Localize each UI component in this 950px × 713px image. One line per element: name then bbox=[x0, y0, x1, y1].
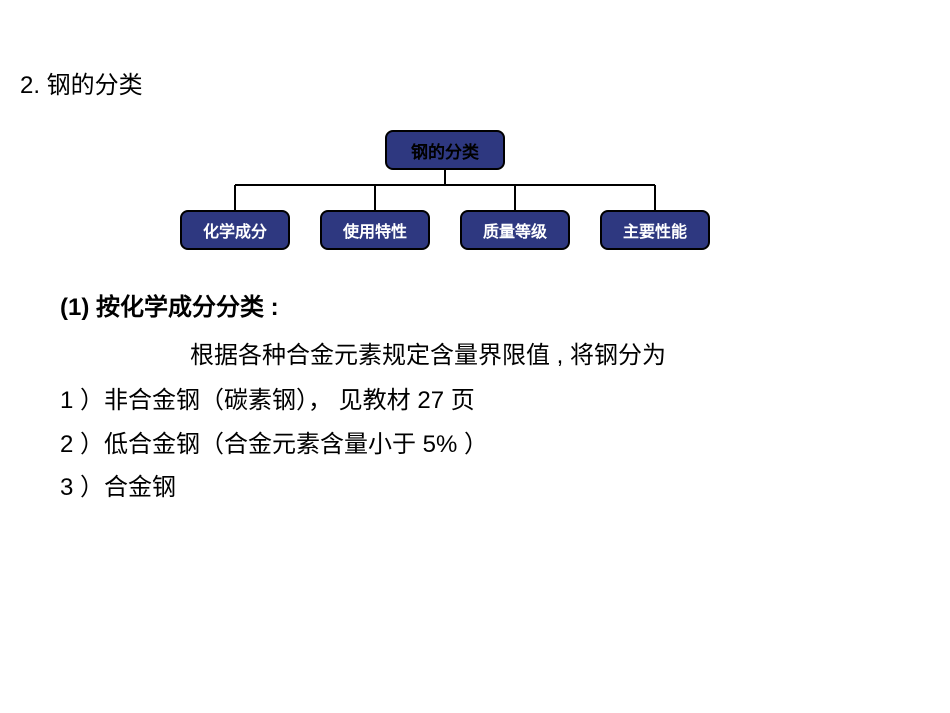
diagram-child-box: 使用特性 bbox=[320, 210, 430, 250]
section-intro: 根据各种合金元素规定含量界限值 , 将钢分为 bbox=[60, 336, 900, 376]
diagram-child-box: 质量等级 bbox=[460, 210, 570, 250]
diagram-parent-box: 钢的分类 bbox=[385, 130, 505, 170]
diagram-child-box: 主要性能 bbox=[600, 210, 710, 250]
section-subtitle: (1) 按化学成分分类 : bbox=[60, 288, 900, 328]
list-item: 2 ）低合金钢（合金元素含量小于 5% ） bbox=[60, 425, 900, 465]
list-item: 3 ）合金钢 bbox=[60, 468, 900, 508]
content-block: (1) 按化学成分分类 : 根据各种合金元素规定含量界限值 , 将钢分为 1 ）… bbox=[60, 288, 900, 512]
diagram-child-box: 化学成分 bbox=[180, 210, 290, 250]
list-item: 1 ）非合金钢（碳素钢）， 见教材 27 页 bbox=[60, 381, 900, 421]
page-title: 2. 钢的分类 bbox=[20, 65, 143, 100]
classification-diagram: 钢的分类 化学成分 使用特性 质量等级 主要性能 bbox=[160, 130, 730, 250]
